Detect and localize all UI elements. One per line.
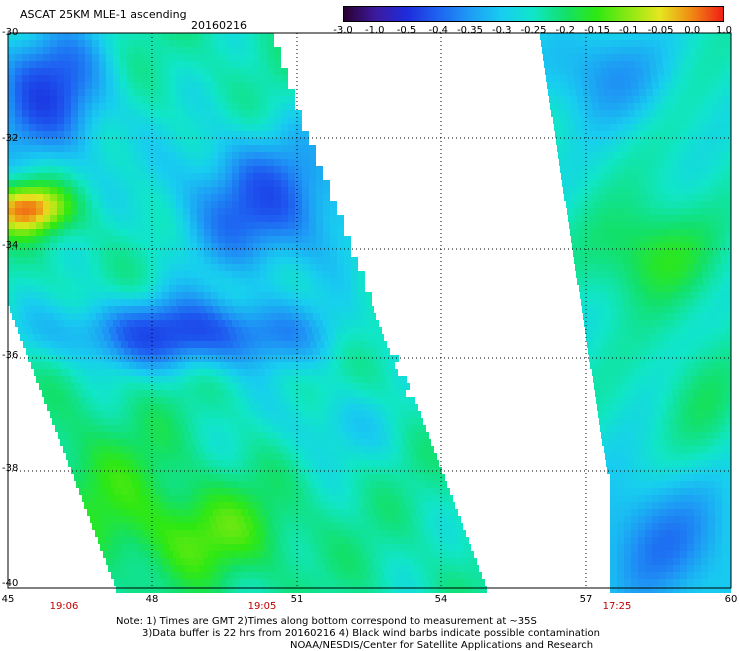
colorbar-tick-label: -0.4 — [428, 25, 448, 36]
time-label-1: 19:06 — [50, 601, 79, 612]
y-label-32: -32 — [2, 133, 18, 144]
y-label-38: -38 — [2, 463, 18, 474]
colorbar-tick-label: 1.0 — [716, 25, 732, 36]
x-label-45: 45 — [2, 594, 15, 605]
colorbar-tick-label: -0.5 — [397, 25, 417, 36]
y-label-30: -30 — [2, 27, 18, 38]
time-label-3: 17:25 — [603, 601, 632, 612]
y-label-40: -40 — [2, 578, 18, 589]
x-label-57: 57 — [580, 594, 593, 605]
note-line-3: NOAA/NESDIS/Center for Satellite Applica… — [290, 640, 593, 651]
chart-date: 20160216 — [191, 20, 247, 32]
x-label-60: 60 — [725, 594, 738, 605]
colorbar-tick-label: 0.0 — [684, 25, 700, 36]
colorbar-tick-label: -3.0 — [333, 25, 353, 36]
colorbar-tick-label: -0.3 — [492, 25, 512, 36]
x-label-51: 51 — [291, 594, 304, 605]
note-line-1: Note: 1) Times are GMT 2)Times along bot… — [116, 616, 537, 627]
x-label-54: 54 — [435, 594, 448, 605]
y-label-36: -36 — [2, 350, 18, 361]
colorbar-tick-label: -0.15 — [584, 25, 610, 36]
colorbar-tick-label: -0.1 — [619, 25, 639, 36]
colorbar-tick-label: -0.35 — [457, 25, 483, 36]
time-label-2: 19:05 — [248, 601, 277, 612]
chart-title: ASCAT 25KM MLE-1 ascending — [20, 9, 187, 21]
colorbar-tick-label: -0.05 — [648, 25, 674, 36]
colorbar-tick-label: -0.25 — [521, 25, 547, 36]
x-label-48: 48 — [146, 594, 159, 605]
colorbar-tick-label: -1.0 — [365, 25, 385, 36]
note-line-2: 3)Data buffer is 22 hrs from 20160216 4)… — [142, 628, 600, 639]
y-label-34: -34 — [2, 240, 18, 251]
data-swaths — [8, 33, 731, 593]
colorbar — [343, 6, 724, 22]
colorbar-tick-label: -0.2 — [555, 25, 575, 36]
